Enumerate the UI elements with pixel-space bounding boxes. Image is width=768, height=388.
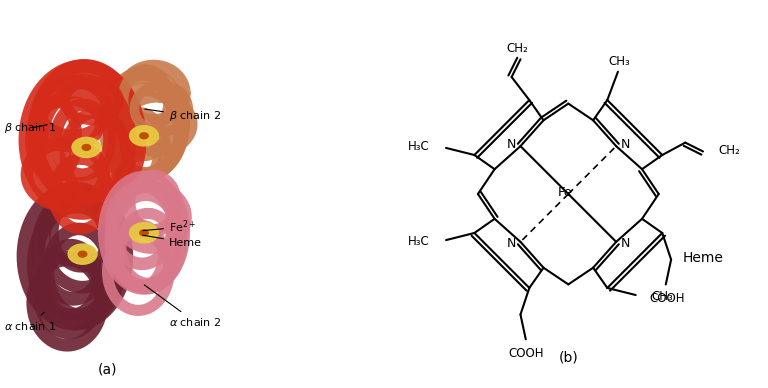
- Text: H₃C: H₃C: [409, 236, 430, 248]
- Text: H₃C: H₃C: [409, 140, 430, 152]
- Text: (a): (a): [98, 362, 118, 376]
- Text: (b): (b): [558, 350, 578, 364]
- Text: $\alpha$ chain 2: $\alpha$ chain 2: [144, 285, 221, 328]
- Text: N: N: [621, 138, 630, 151]
- Text: $\beta$ chain 2: $\beta$ chain 2: [145, 109, 221, 123]
- Text: N: N: [507, 138, 516, 151]
- Ellipse shape: [72, 137, 101, 158]
- Ellipse shape: [130, 223, 158, 243]
- Text: CH₃: CH₃: [651, 290, 674, 303]
- Text: CH₂: CH₂: [506, 42, 528, 55]
- Text: Heme: Heme: [683, 251, 723, 265]
- Ellipse shape: [140, 133, 148, 139]
- Ellipse shape: [130, 126, 158, 146]
- Text: Fe: Fe: [558, 186, 573, 199]
- Text: CH₂: CH₂: [718, 144, 740, 157]
- Ellipse shape: [140, 230, 148, 236]
- Text: Fe$^{2+}$: Fe$^{2+}$: [143, 219, 197, 235]
- Ellipse shape: [82, 145, 91, 150]
- Text: Heme: Heme: [143, 235, 202, 248]
- Ellipse shape: [68, 244, 97, 264]
- Ellipse shape: [78, 251, 87, 257]
- Text: N: N: [507, 237, 516, 250]
- Text: $\beta$ chain 1: $\beta$ chain 1: [4, 121, 56, 135]
- Text: COOH: COOH: [650, 292, 685, 305]
- Text: $\alpha$ chain 1: $\alpha$ chain 1: [4, 312, 56, 332]
- Text: N: N: [621, 237, 630, 250]
- Text: COOH: COOH: [508, 347, 544, 360]
- Text: CH₃: CH₃: [609, 55, 631, 68]
